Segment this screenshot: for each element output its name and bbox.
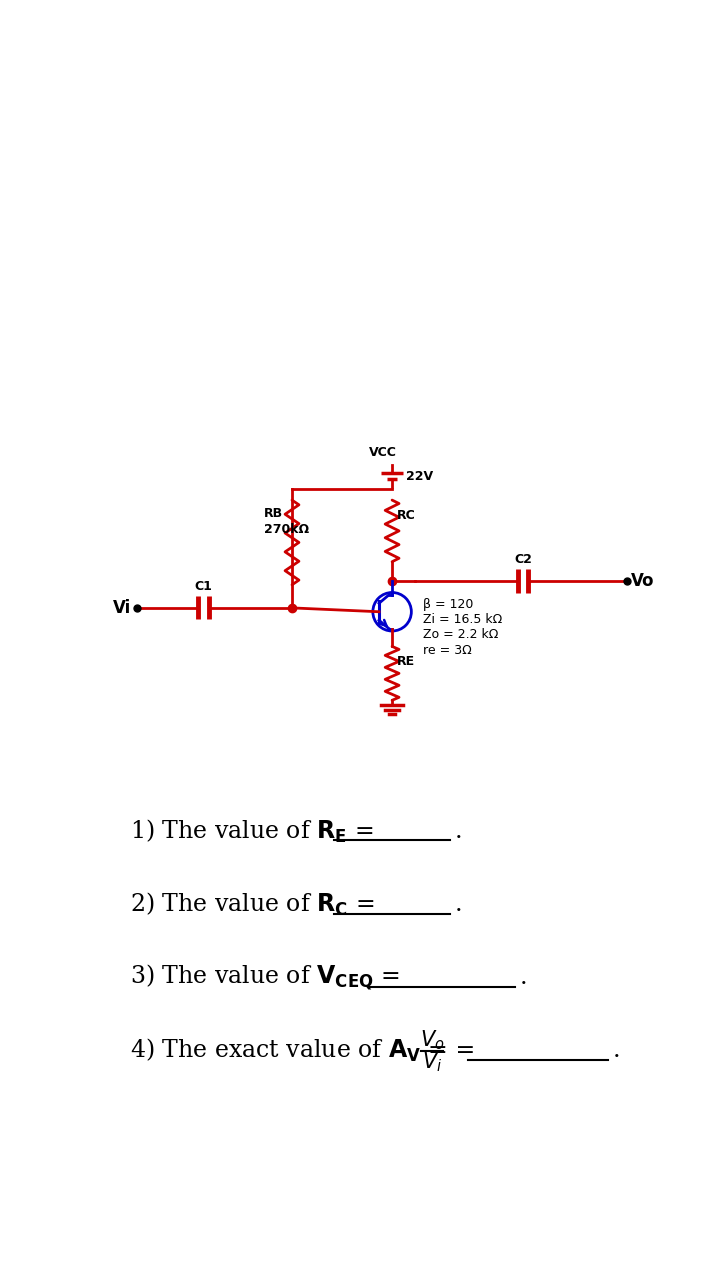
Text: VCC: VCC — [369, 447, 397, 460]
Text: .: . — [520, 966, 528, 989]
Text: C2: C2 — [514, 553, 532, 566]
Text: 1) The value of $\mathbf{R_E}$ =: 1) The value of $\mathbf{R_E}$ = — [130, 818, 374, 845]
Text: β = 120: β = 120 — [423, 598, 473, 611]
Text: .: . — [454, 893, 462, 916]
Text: Zi = 16.5 kΩ: Zi = 16.5 kΩ — [423, 613, 502, 626]
Text: Vo: Vo — [631, 572, 654, 590]
Text: 4) The exact value of $\mathbf{A_V}$ =: 4) The exact value of $\mathbf{A_V}$ = — [130, 1037, 447, 1064]
Text: =: = — [448, 1039, 474, 1062]
Text: Vi: Vi — [113, 599, 131, 617]
Text: 270kΩ: 270kΩ — [264, 522, 310, 536]
Text: 2) The value of $\mathbf{R_C}$ =: 2) The value of $\mathbf{R_C}$ = — [130, 891, 374, 918]
Text: .: . — [454, 819, 462, 842]
Text: .: . — [613, 1039, 621, 1062]
Text: Zo = 2.2 kΩ: Zo = 2.2 kΩ — [423, 628, 498, 641]
Text: $V_o$: $V_o$ — [420, 1029, 444, 1052]
Text: $V_i$: $V_i$ — [422, 1051, 442, 1074]
Text: 22V: 22V — [406, 470, 433, 483]
Text: RE: RE — [397, 655, 415, 668]
Text: RC: RC — [397, 509, 415, 522]
Text: RB: RB — [264, 507, 284, 521]
Text: 3) The value of $\mathbf{V_{CEQ}}$ =: 3) The value of $\mathbf{V_{CEQ}}$ = — [130, 963, 400, 992]
Text: re = 3Ω: re = 3Ω — [423, 644, 472, 657]
Text: C1: C1 — [194, 580, 212, 593]
